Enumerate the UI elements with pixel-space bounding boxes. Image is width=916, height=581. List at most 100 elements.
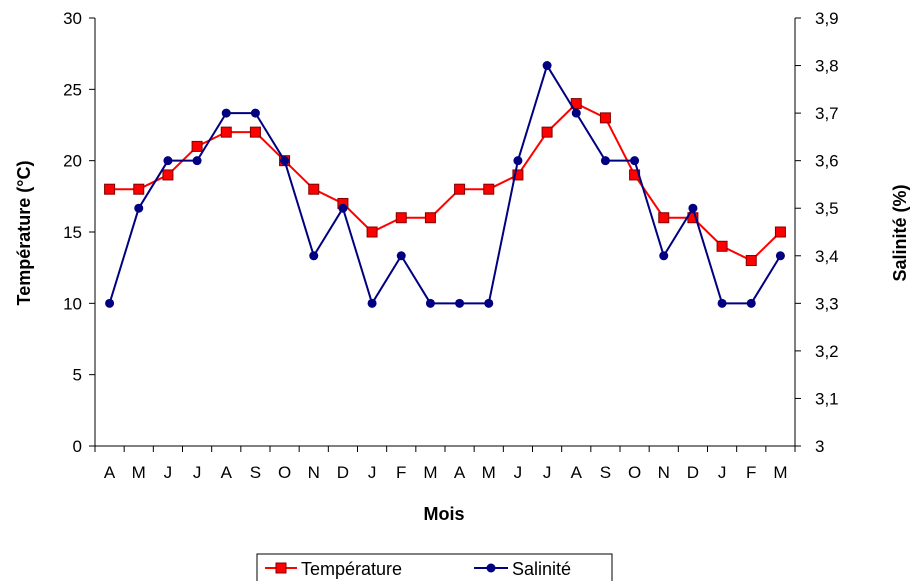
salinite-point [396, 251, 406, 261]
right-tick-label: 3,5 [815, 199, 839, 218]
temperature-point [541, 126, 553, 138]
temperature-point [424, 212, 436, 224]
right-tick-label: 3,4 [815, 247, 839, 266]
x-tick-label: S [600, 463, 611, 482]
x-tick-label: J [193, 463, 202, 482]
x-tick-label: J [514, 463, 523, 482]
temperature-point [191, 140, 203, 152]
x-tick-label: J [368, 463, 377, 482]
right-tick-label: 3,6 [815, 152, 839, 171]
right-tick-label: 3,2 [815, 342, 839, 361]
x-tick-label: A [221, 463, 233, 482]
temperature-point [745, 255, 757, 267]
salinite-point [163, 156, 173, 166]
temperature-point [658, 212, 670, 224]
x-axis-title: Mois [423, 504, 464, 524]
x-tick-label: M [132, 463, 146, 482]
x-tick-label: A [571, 463, 583, 482]
salinite-point [542, 61, 552, 71]
left-tick-label: 30 [63, 9, 82, 28]
salinite-point [513, 156, 523, 166]
salinite-point [484, 298, 494, 308]
temperature-point [162, 169, 174, 181]
right-axis-ticks: 3 3,1 3,2 3,3 3,4 3,5 3,6 3,7 3,8 3,9 [795, 9, 839, 456]
x-tick-label: D [337, 463, 349, 482]
x-tick-label: A [454, 463, 466, 482]
salinite-point [280, 156, 290, 166]
legend-salinite-marker [486, 563, 496, 573]
x-tick-label: N [658, 463, 670, 482]
axes [94, 18, 796, 447]
legend-temperature-label: Température [301, 559, 402, 579]
right-tick-label: 3 [815, 437, 824, 456]
temperature-point [366, 226, 378, 238]
left-tick-label: 10 [63, 294, 82, 313]
left-tick-label: 5 [73, 366, 82, 385]
left-tick-label: 25 [63, 80, 82, 99]
salinite-point [134, 203, 144, 213]
temperature-point [716, 240, 728, 252]
x-tick-label: O [278, 463, 291, 482]
right-tick-label: 3,7 [815, 104, 839, 123]
legend: Température Salinité [256, 553, 613, 581]
temperature-point [395, 212, 407, 224]
legend-salinite-label: Salinité [512, 559, 571, 579]
x-tick-label: M [423, 463, 437, 482]
legend-temperature-marker [275, 562, 287, 574]
y-axis-title-left: Température (°C) [14, 161, 34, 306]
salinite-point [746, 298, 756, 308]
temperature-line [109, 102, 782, 262]
salinite-point [630, 156, 640, 166]
salinite-line [108, 63, 782, 306]
right-tick-label: 3,9 [815, 9, 839, 28]
salinite-point [659, 251, 669, 261]
temperature-point [104, 183, 116, 195]
temperature-point [220, 126, 232, 138]
x-tick-label: M [773, 463, 787, 482]
x-tick-label: N [308, 463, 320, 482]
left-tick-label: 0 [73, 437, 82, 456]
temperature-point [454, 183, 466, 195]
right-tick-label: 3,8 [815, 57, 839, 76]
x-tick-label: J [718, 463, 727, 482]
x-tick-label: J [543, 463, 552, 482]
salinite-point [309, 251, 319, 261]
x-tick-label: F [396, 463, 406, 482]
salinite-point [221, 108, 231, 118]
x-tick-label: J [164, 463, 173, 482]
x-tick-label: M [482, 463, 496, 482]
legend-box [256, 553, 613, 581]
left-tick-label: 20 [63, 152, 82, 171]
salinite-point [367, 298, 377, 308]
left-tick-label: 15 [63, 223, 82, 242]
salinite-point [571, 108, 581, 118]
salinite-point [105, 298, 115, 308]
temperature-point [774, 226, 786, 238]
salinite-point [775, 251, 785, 261]
right-tick-label: 3,3 [815, 294, 839, 313]
left-axis-ticks: 0 5 10 15 20 25 30 [63, 9, 95, 456]
series-layer [104, 61, 786, 308]
salinite-point [717, 298, 727, 308]
salinite-point [338, 203, 348, 213]
salinite-point [600, 156, 610, 166]
x-tick-label: D [687, 463, 699, 482]
temperature-point [249, 126, 261, 138]
x-tick-label: F [746, 463, 756, 482]
salinite-point [250, 108, 260, 118]
salinite-point [688, 203, 698, 213]
salinite-point [425, 298, 435, 308]
temperature-point [133, 183, 145, 195]
x-tick-label: A [104, 463, 116, 482]
y-axis-title-right: Salinité (%) [890, 184, 910, 281]
temperature-point [308, 183, 320, 195]
right-tick-label: 3,1 [815, 389, 839, 408]
salinite-point [455, 298, 465, 308]
temperature-point [512, 169, 524, 181]
temperature-point [599, 112, 611, 124]
salinite-point [192, 156, 202, 166]
x-tick-label: S [250, 463, 261, 482]
temperature-point [483, 183, 495, 195]
